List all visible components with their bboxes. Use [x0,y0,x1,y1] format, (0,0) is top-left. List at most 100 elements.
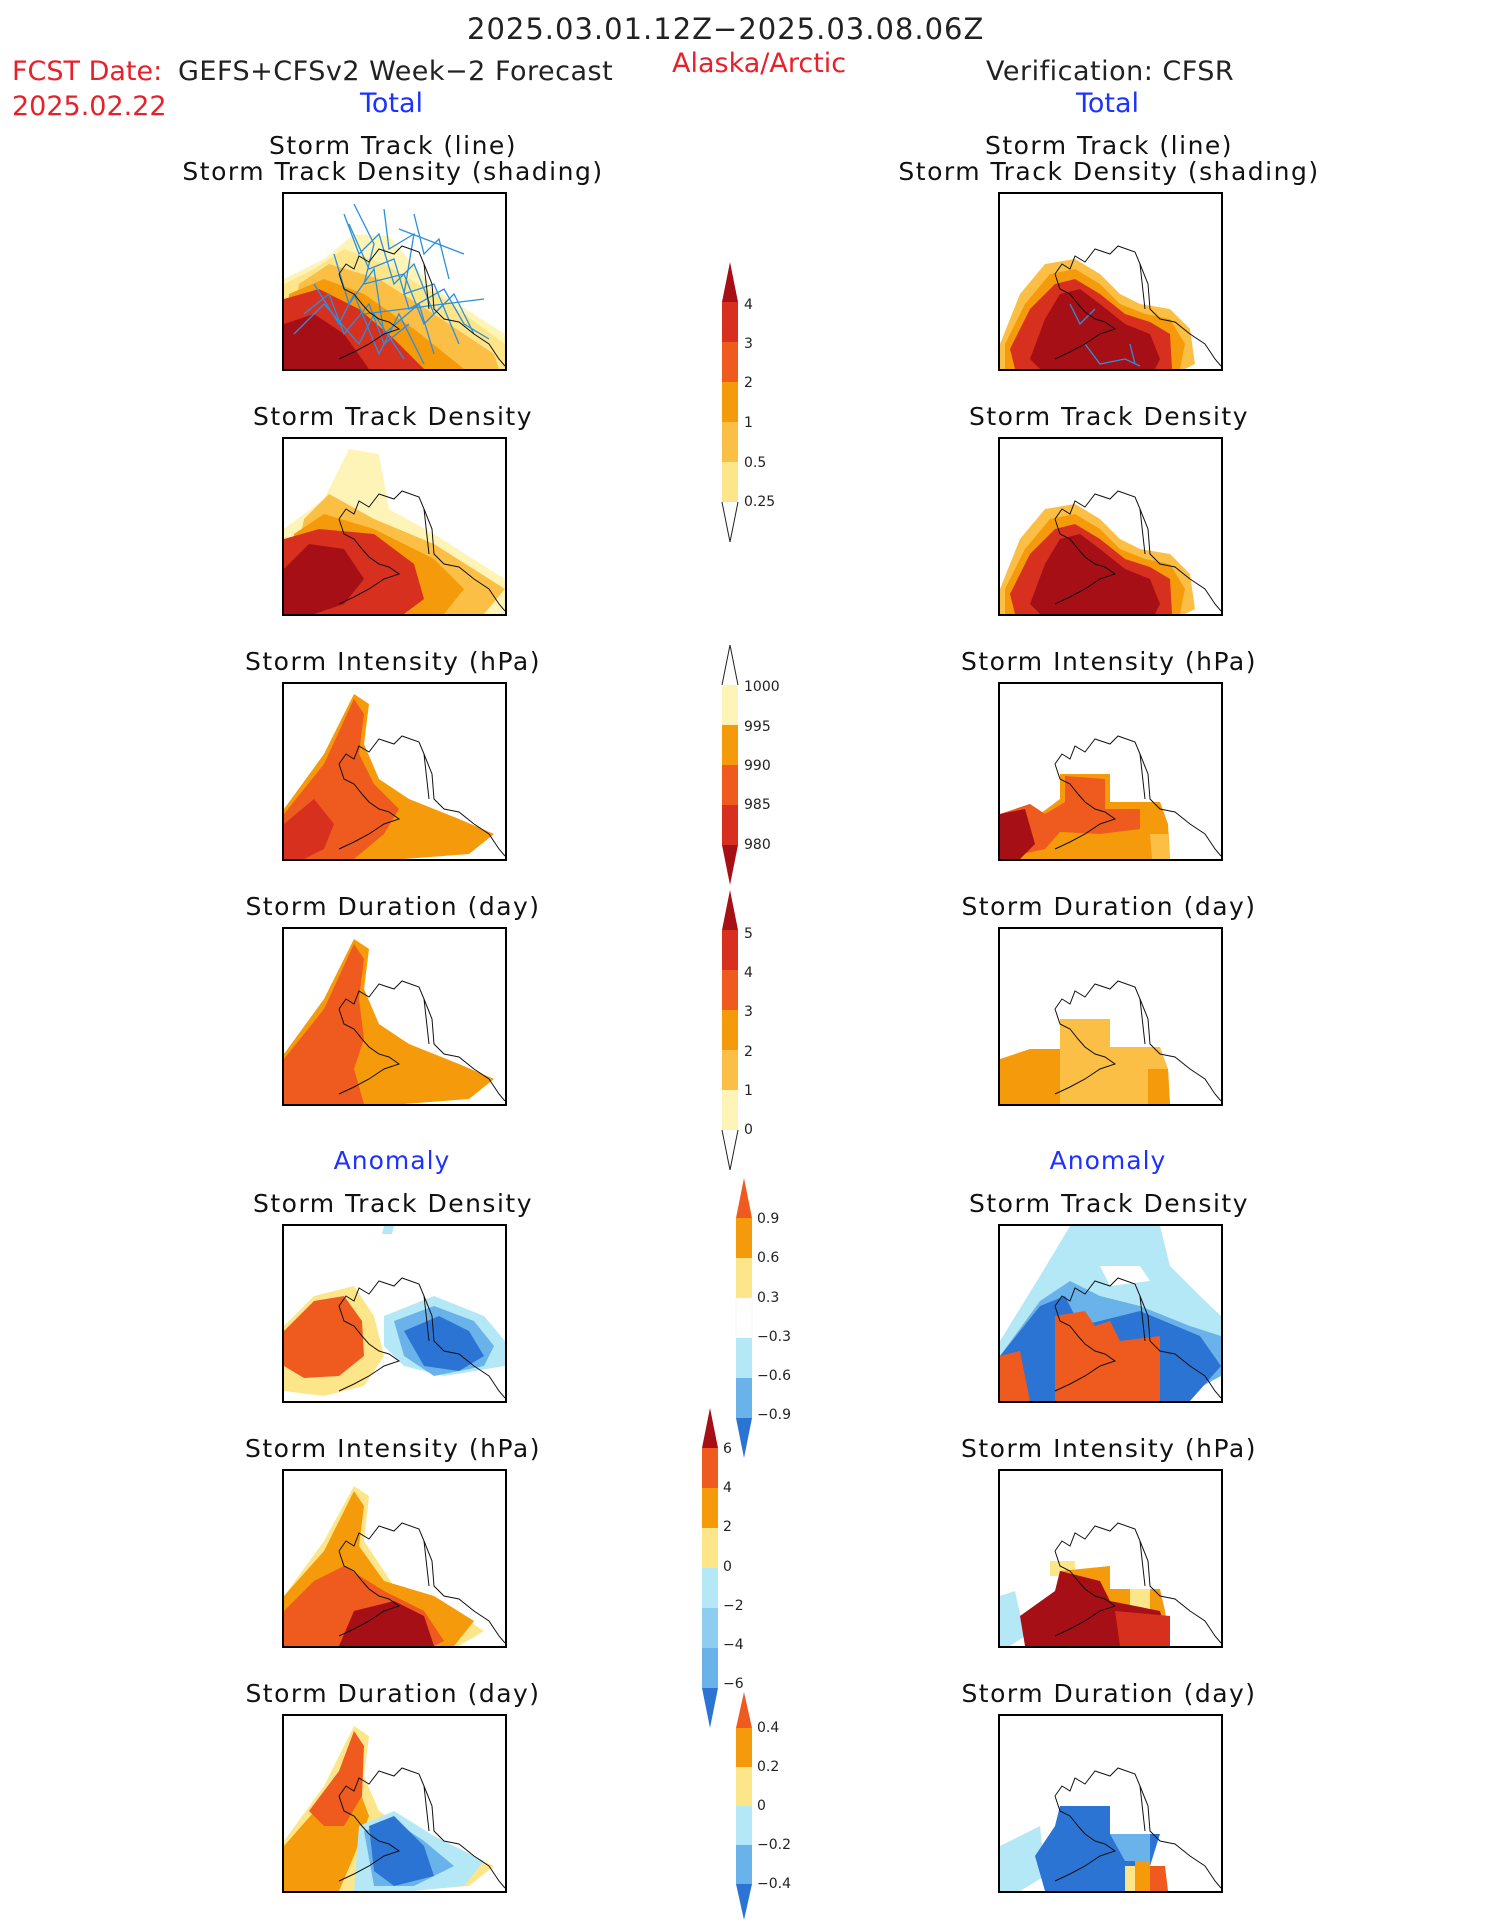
cbar-intensity-label-2: 990 [744,758,771,774]
coastline [338,1277,505,1399]
map-anom-intensity-forecast [282,1469,507,1648]
cbar-anom-intensity-label-0: 6 [723,1441,732,1457]
cbar-anom-intensity-label-5: −4 [723,1637,744,1653]
shade-yellow-2 [1130,1589,1150,1611]
shade-light-orange [1060,1019,1170,1104]
coastline [1054,1767,1221,1889]
map-anom-density-forecast [282,1224,507,1403]
shade-orange [1000,1049,1060,1104]
shade-yellow [1125,1866,1135,1891]
shade-red-orange [284,944,364,1104]
title-density-left: Storm Track Density [252,402,533,431]
cbar-intensity-label-0: 1000 [744,679,780,695]
cbar-density-label-1: 3 [744,336,753,352]
cbar-duration-label-4: 1 [744,1083,753,1099]
map-duration-forecast [282,927,507,1106]
shade-dark-red [339,1601,434,1646]
title-intensity-left: Storm Intensity (hPa) [245,647,541,676]
title-track-line-left: Storm Track (line) [268,131,518,160]
colorbar-intensity-total [720,644,740,885]
storm-track-lines [1069,303,1141,367]
map-anom-duration-observed [998,1714,1223,1893]
anomaly-right-label: Anomaly [1049,1146,1167,1175]
map-track-forecast [282,192,507,371]
fcst-date-value: 2025.02.22 [12,91,167,122]
map-duration-observed [998,927,1223,1106]
title-duration-left: Storm Duration (day) [245,892,541,921]
shade-red-orange [309,1731,364,1826]
cbar-anom-duration-label-4: −0.4 [757,1876,791,1892]
cbar-anom-density-label-4: −0.6 [757,1368,791,1384]
map-track-observed [998,192,1223,371]
shade-light-blue [1000,1826,1045,1891]
title-density-right: Storm Track Density [968,402,1249,431]
title-intensity-right: Storm Intensity (hPa) [961,647,1257,676]
map-intensity-forecast [282,682,507,861]
shade-orange-2 [1148,1069,1170,1104]
cbar-duration-label-3: 2 [744,1044,753,1060]
coastline [1054,1277,1221,1399]
cbar-anom-density-label-5: −0.9 [757,1407,791,1423]
title-duration-right: Storm Duration (day) [961,892,1257,921]
shade-light-blue-2 [382,1226,394,1234]
colorbar-intensity-anom [700,1408,720,1728]
shade-light-orange [1150,834,1170,859]
cbar-intensity-label-3: 985 [744,797,771,813]
region-label: Alaska/Arctic [672,48,847,79]
title-track-density-shading-right: Storm Track Density (shading) [898,157,1320,186]
cbar-anom-density-label-2: 0.3 [757,1290,780,1306]
cbar-intensity-label-4: 980 [744,837,771,853]
cbar-anom-intensity-label-1: 4 [723,1480,732,1496]
shade-dark-red [1030,534,1160,614]
title-track-line-right: Storm Track (line) [984,131,1234,160]
coastline [1054,245,1221,367]
coastline [1054,980,1221,1102]
title-anom-duration-left: Storm Duration (day) [245,1679,541,1708]
coastline [338,1522,505,1644]
cbar-anom-intensity-label-4: −2 [723,1598,744,1614]
title-anom-intensity-left: Storm Intensity (hPa) [245,1434,541,1463]
map-density-forecast [282,437,507,616]
cbar-duration-label-1: 4 [744,965,753,981]
map-intensity-observed [998,682,1223,861]
colorbar-duration-total [720,890,740,1171]
map-density-observed [998,437,1223,616]
cbar-anom-duration-label-3: −0.2 [757,1837,791,1853]
coastline [338,245,505,367]
cbar-anom-duration-label-1: 0.2 [757,1759,780,1775]
shade-mid-blue [1110,1834,1150,1861]
period-title: 2025.03.01.12Z−2025.03.08.06Z [467,12,985,46]
cbar-anom-intensity-label-2: 2 [723,1519,732,1535]
colorbar-density-total [720,262,740,543]
title-anom-density-left: Storm Track Density [252,1189,533,1218]
cbar-anom-duration-label-0: 0.4 [757,1720,780,1736]
fcst-date-label: FCST Date: [12,56,163,87]
total-right-label: Total [1076,88,1140,119]
shade-red-orange [284,1296,364,1378]
shade-orange [1135,1861,1150,1891]
cbar-anom-intensity-label-3: 0 [723,1559,732,1575]
coastline [338,1767,505,1889]
shade-red-orange-2 [1000,1351,1030,1401]
coastline [338,490,505,612]
coastline [338,980,505,1102]
storm-track-lines [293,203,490,365]
cbar-density-label-0: 4 [744,297,753,313]
shade-red-orange [1150,1866,1168,1891]
cbar-intensity-label-1: 995 [744,719,771,735]
shade-blue [369,1816,434,1886]
cbar-duration-label-5: 0 [744,1122,753,1138]
cbar-density-label-5: 0.25 [744,494,776,510]
shade-dark-red [1030,289,1160,369]
shade-dark-red [284,544,364,614]
title-anom-duration-right: Storm Duration (day) [961,1679,1257,1708]
cbar-duration-label-0: 5 [744,926,753,942]
cbar-anom-density-label-3: −0.3 [757,1329,791,1345]
total-left-label: Total [360,88,424,119]
cbar-density-label-2: 2 [744,375,753,391]
map-anom-duration-forecast [282,1714,507,1893]
map-anom-density-observed [998,1224,1223,1403]
cbar-anom-duration-label-2: 0 [757,1798,766,1814]
anomaly-left-label: Anomaly [333,1146,451,1175]
colorbar-duration-anom [734,1692,754,1922]
